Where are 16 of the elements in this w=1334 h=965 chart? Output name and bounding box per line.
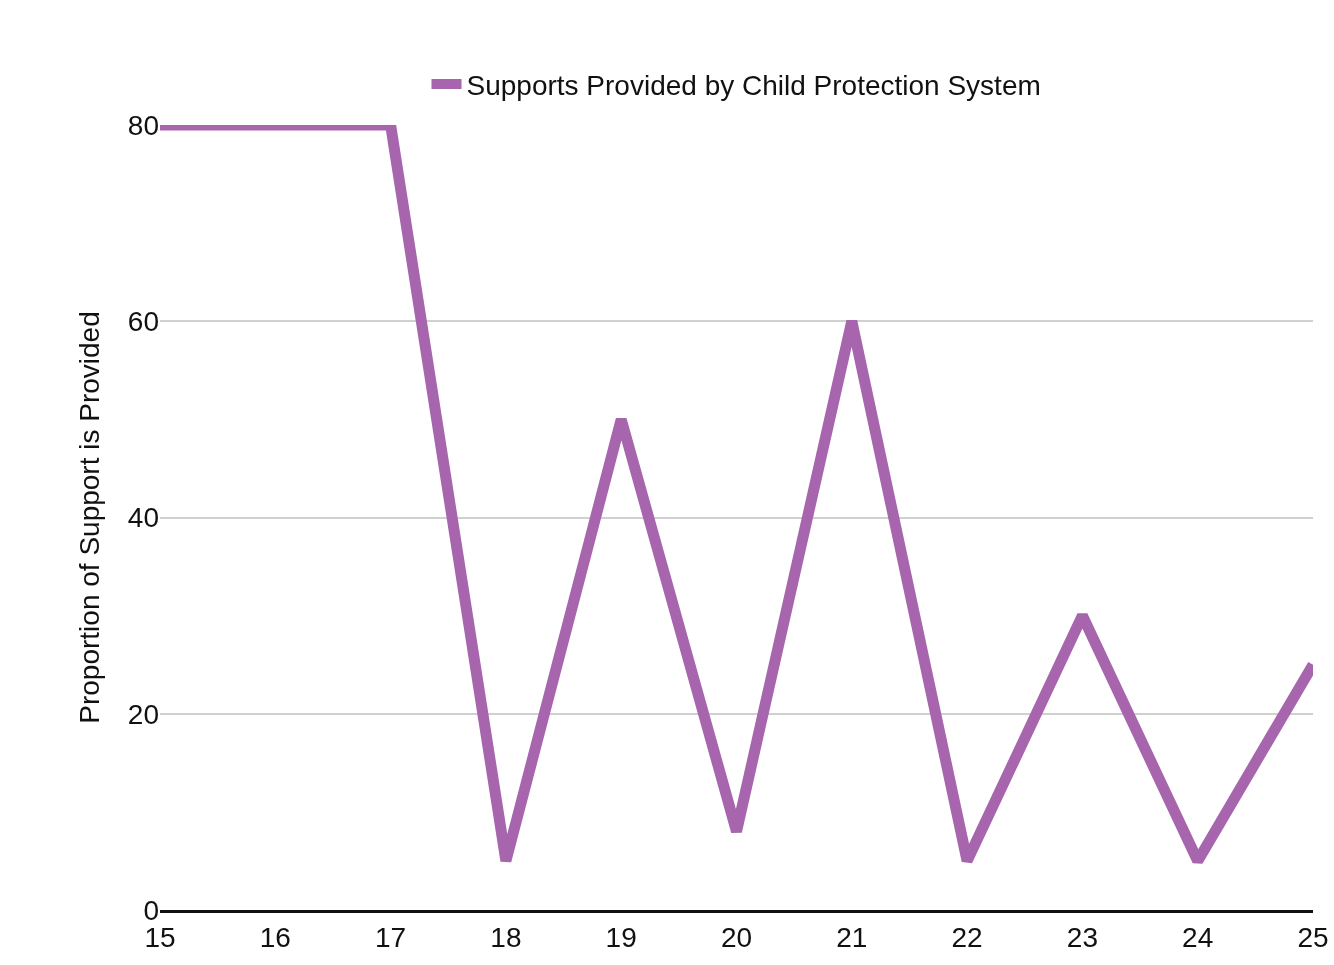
x-tick-label: 24 bbox=[1182, 921, 1214, 953]
x-tick-label: 16 bbox=[259, 921, 291, 953]
legend-label: Supports Provided by Child Protection System bbox=[466, 69, 1041, 101]
y-tick-label: 20 bbox=[127, 698, 159, 730]
y-axis-title: Proportion of Support is Provided bbox=[73, 311, 105, 724]
x-tick-label: 20 bbox=[720, 921, 753, 953]
x-tick-label: 21 bbox=[836, 921, 868, 953]
x-tick-label: 25 bbox=[1297, 921, 1329, 953]
x-tick-label: 22 bbox=[951, 921, 983, 953]
y-tick-label: 80 bbox=[127, 109, 159, 141]
x-tick-label: 19 bbox=[605, 921, 637, 953]
y-tick-label: 60 bbox=[127, 306, 159, 338]
y-tick-label: 40 bbox=[127, 502, 159, 534]
x-tick-label: 17 bbox=[375, 921, 407, 953]
x-tick-label: 23 bbox=[1066, 921, 1098, 953]
x-tick-label: 18 bbox=[490, 921, 522, 953]
